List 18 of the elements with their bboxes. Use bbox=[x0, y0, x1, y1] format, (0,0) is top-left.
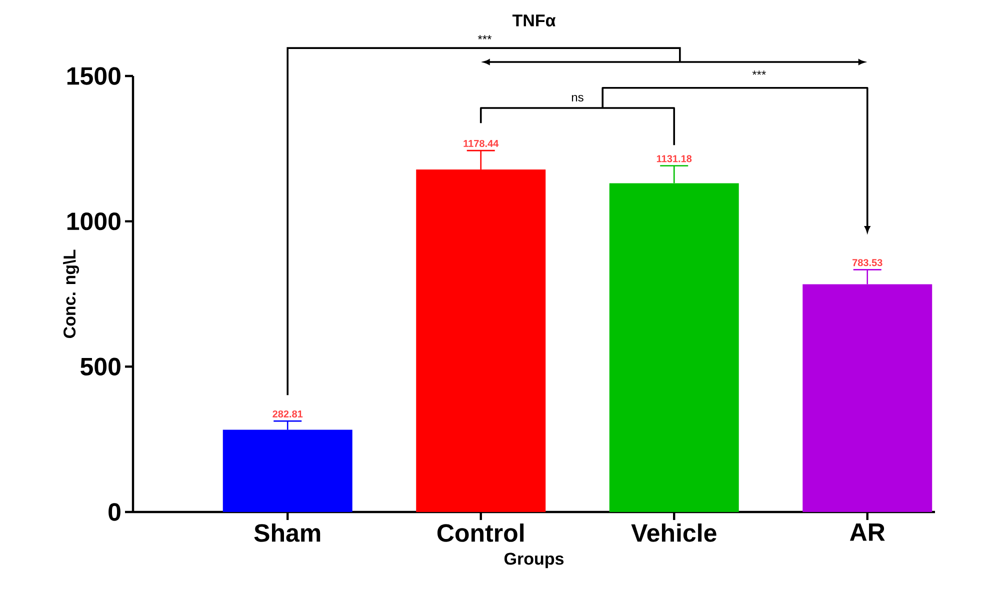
x-tick-label: Vehicle bbox=[631, 524, 716, 542]
x-axis-title: Groups bbox=[504, 552, 564, 568]
y-tick-label: 1500 bbox=[67, 67, 120, 85]
y-axis-title: Conc. ng\L bbox=[63, 250, 79, 338]
text: *** bbox=[752, 70, 766, 75]
data-label: 1131.18 bbox=[656, 155, 692, 162]
chart-title: TNFα bbox=[512, 14, 556, 26]
data-label: 282.81 bbox=[272, 410, 303, 418]
x-tick-label: Control bbox=[437, 524, 524, 542]
y-tick-label: 1000 bbox=[67, 212, 120, 230]
data-label: 1178.44 bbox=[464, 140, 499, 148]
annotation: ns bbox=[572, 94, 584, 102]
text: *** bbox=[478, 35, 492, 40]
data-label: 783.53 bbox=[852, 259, 882, 266]
y-tick-label: 500 bbox=[80, 358, 120, 376]
x-tick-label: AR bbox=[850, 524, 885, 541]
y-tick-label: 0 bbox=[108, 503, 120, 521]
x-tick-label: Sham bbox=[254, 524, 320, 542]
